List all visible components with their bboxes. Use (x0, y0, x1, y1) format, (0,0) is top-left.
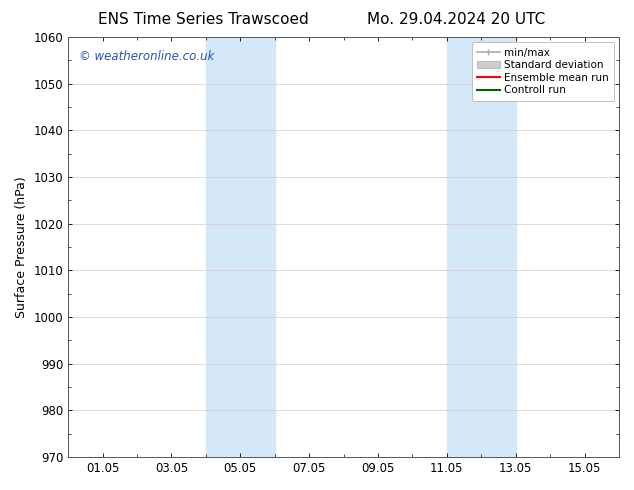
Text: ENS Time Series Trawscoed: ENS Time Series Trawscoed (98, 12, 308, 27)
Bar (206, 37, 275, 457)
Bar (447, 37, 515, 457)
Text: © weatheronline.co.uk: © weatheronline.co.uk (79, 50, 214, 63)
Y-axis label: Surface Pressure (hPa): Surface Pressure (hPa) (15, 176, 28, 318)
Text: Mo. 29.04.2024 20 UTC: Mo. 29.04.2024 20 UTC (367, 12, 546, 27)
Legend: min/max, Standard deviation, Ensemble mean run, Controll run: min/max, Standard deviation, Ensemble me… (472, 42, 614, 100)
